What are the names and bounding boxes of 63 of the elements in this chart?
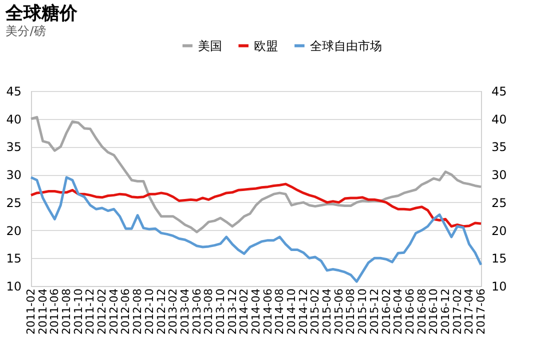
x-tick-label: 2012-02 [96, 288, 109, 334]
x-tick-label: 2014-02 [238, 288, 251, 334]
line-series [30, 116, 482, 234]
y2-tick-label: 35 [492, 140, 507, 154]
legend-label: 全球自由市场 [310, 38, 382, 53]
x-tick-label: 2017-02 [450, 288, 464, 334]
y2-tick-label: 10 [492, 280, 507, 294]
x-tick-label: 2011-08 [60, 288, 74, 334]
x-tick-label: 2015-04 [320, 288, 334, 334]
y2-tick-label: 45 [492, 84, 507, 98]
x-tick-label: 2012-04 [107, 288, 120, 334]
legend-label: 欧盟 [254, 38, 278, 53]
y2-tick-label: 30 [492, 168, 507, 182]
x-tick-label: 2011-06 [48, 288, 62, 334]
y-tick-label: 40 [6, 112, 22, 126]
y-tick-label: 35 [6, 140, 22, 154]
y2-tick-label: 40 [492, 112, 507, 126]
x-tick-label: 2015-02 [308, 288, 322, 334]
x-tick-label: 2013-12 [226, 288, 239, 334]
y2-tick-label: 15 [492, 252, 507, 266]
x-tick-label: 2012-12 [154, 288, 168, 334]
x-tick-label: 2016-12 [438, 288, 452, 334]
x-tick-label: 2016-08 [415, 288, 428, 334]
line-series [30, 182, 482, 228]
x-tick-label: 2015-06 [332, 288, 346, 334]
y-tick-label: 30 [6, 168, 22, 182]
x-tick-label: 2016-10 [427, 288, 440, 334]
legend-label: 美国 [198, 38, 222, 53]
x-tick-label: 2012-08 [131, 288, 144, 334]
y-tick-label: 25 [6, 196, 22, 210]
x-tick-label: 2014-06 [261, 288, 274, 334]
x-tick-label: 2013-04 [178, 288, 192, 334]
x-tick-label: 2014-12 [296, 288, 310, 334]
x-tick-label: 2011-04 [36, 288, 50, 334]
x-tick-label: 2015-12 [368, 288, 381, 334]
x-tick-label: 2014-04 [250, 288, 262, 334]
chart-title: 全球糖价 [4, 3, 79, 24]
x-tick-label: 2011-10 [72, 288, 85, 334]
x-tick-label: 2014-10 [285, 288, 298, 334]
x-tick-label: 2013-06 [190, 288, 204, 334]
y2-tick-label: 20 [492, 224, 507, 238]
x-tick-label: 2012-06 [119, 288, 132, 334]
x-tick-label: 2013-08 [202, 288, 216, 334]
x-tick-label: 2013-10 [214, 288, 227, 334]
y-tick-label: 15 [6, 252, 22, 266]
line-series [30, 176, 482, 283]
x-tick-label: 2016-04 [392, 288, 405, 334]
x-tick-label: 2015-10 [356, 288, 370, 334]
x-tick-label: 2012-10 [142, 288, 156, 334]
x-tick-label: 2014-08 [273, 288, 286, 334]
y-tick-label: 10 [6, 280, 22, 294]
x-tick-label: 2011-02 [24, 288, 38, 334]
x-tick-label: 2017-04 [462, 288, 476, 334]
y2-tick-label: 25 [492, 196, 507, 210]
x-tick-label: 2011-12 [84, 288, 97, 334]
y-tick-label: 45 [6, 84, 22, 98]
x-tick-label: 2016-06 [403, 288, 416, 334]
x-tick-label: 2015-08 [344, 288, 358, 334]
x-tick-label: 2013-02 [166, 288, 180, 334]
chart-subtitle: 美分/磅 [6, 24, 46, 38]
x-tick-label: 2017-06 [474, 288, 488, 334]
x-tick-label: 2016-02 [380, 288, 393, 334]
y-tick-label: 20 [6, 224, 22, 238]
